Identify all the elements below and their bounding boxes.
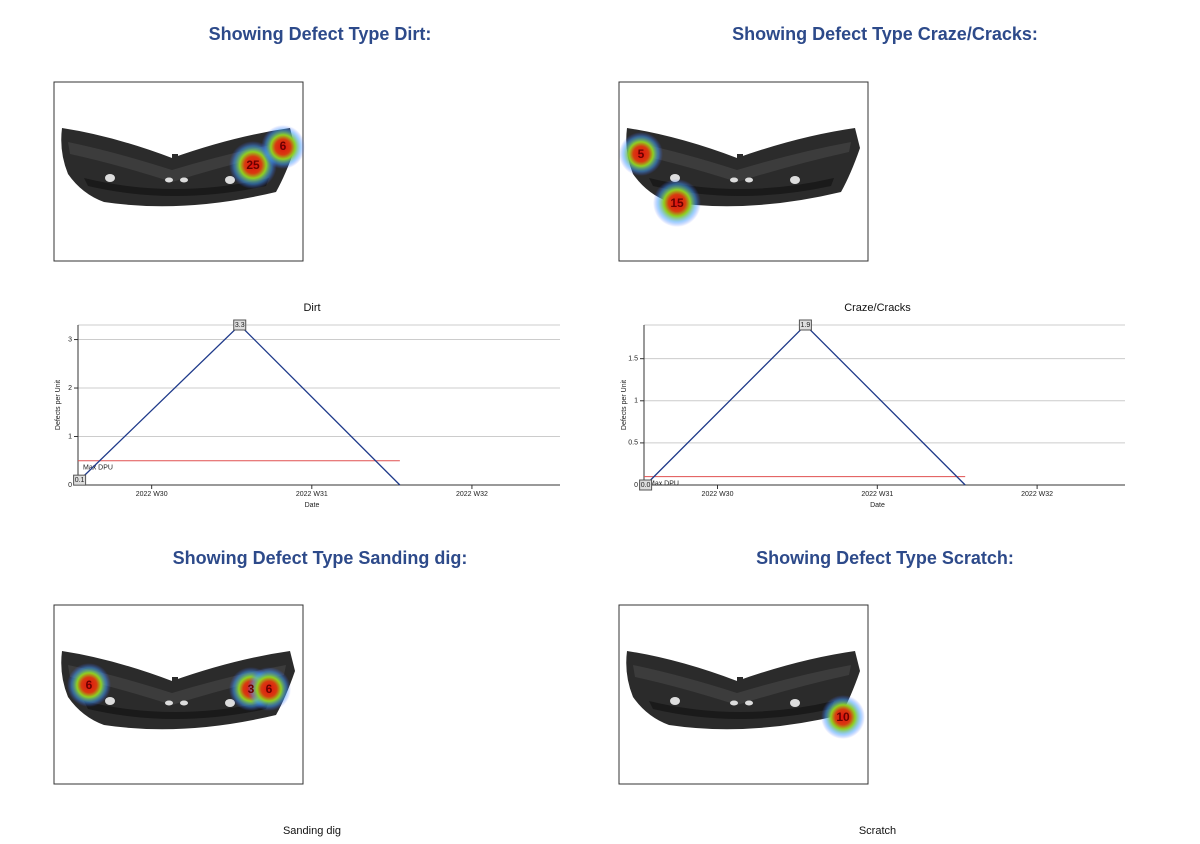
x-tick-label: 2022 W32: [1021, 491, 1053, 498]
y-tick-label: 1.5: [628, 356, 638, 363]
point-label-box: [233, 319, 247, 331]
point-label-box: [798, 319, 812, 331]
x-axis-label: Date: [305, 502, 320, 509]
x-axis-label: Date: [870, 502, 885, 509]
x-tick-label: 2022 W31: [861, 491, 893, 498]
point-label: 0.1: [75, 477, 85, 484]
point-label: 3.3: [235, 322, 245, 329]
spot-count: 3: [248, 682, 255, 696]
heatmap: 25 6: [53, 81, 305, 262]
spot-count: 6: [266, 682, 273, 696]
spot-count: 5: [638, 147, 645, 161]
y-axis-label: Defects per Unit: [55, 380, 62, 430]
point-label: 1.9: [801, 322, 811, 329]
y-tick-label: 0.5: [628, 440, 638, 447]
point-label-box: [639, 479, 653, 491]
point-label: 0.0: [641, 482, 651, 489]
panel-heading: Showing Defect Type Sanding dig:: [173, 548, 468, 568]
panel-heading: Showing Defect Type Scratch:: [756, 548, 1014, 568]
y-tick-label: 1: [68, 433, 72, 440]
x-tick-label: 2022 W32: [456, 491, 488, 498]
y-axis-label: Defects per Unit: [621, 380, 628, 430]
y-tick-label: 0: [634, 482, 638, 489]
x-tick-label: 2022 W30: [136, 491, 168, 498]
spot-count: 10: [836, 710, 850, 724]
max-dpu-label: Max DPU: [649, 480, 679, 487]
spot-count: 6: [86, 678, 93, 692]
panel-heading: Showing Defect Type Craze/Cracks:: [732, 24, 1038, 44]
max-dpu-label: Max DPU: [83, 465, 113, 472]
chart-title: Sanding dig: [283, 825, 341, 837]
heatmap: 5 15: [618, 81, 869, 262]
point-label-box: [73, 474, 87, 486]
chart-title: Scratch: [859, 825, 896, 837]
y-tick-label: 3: [68, 336, 72, 343]
y-tick-label: 1: [634, 398, 638, 405]
spot-count: 25: [246, 158, 260, 172]
chart-title: Dirt: [303, 302, 320, 314]
heatmap: 6 3 6: [53, 604, 304, 785]
x-tick-label: 2022 W31: [296, 491, 328, 498]
chart-title: Craze/Cracks: [844, 302, 911, 314]
y-tick-label: 0: [68, 482, 72, 489]
x-tick-label: 2022 W30: [702, 491, 734, 498]
panel-heading: Showing Defect Type Dirt:: [209, 24, 432, 44]
spot-count: 15: [670, 196, 684, 210]
spot-count: 6: [280, 139, 287, 153]
series-line: [645, 324, 966, 486]
heatmap: 10: [618, 604, 869, 785]
y-tick-label: 2: [68, 385, 72, 392]
